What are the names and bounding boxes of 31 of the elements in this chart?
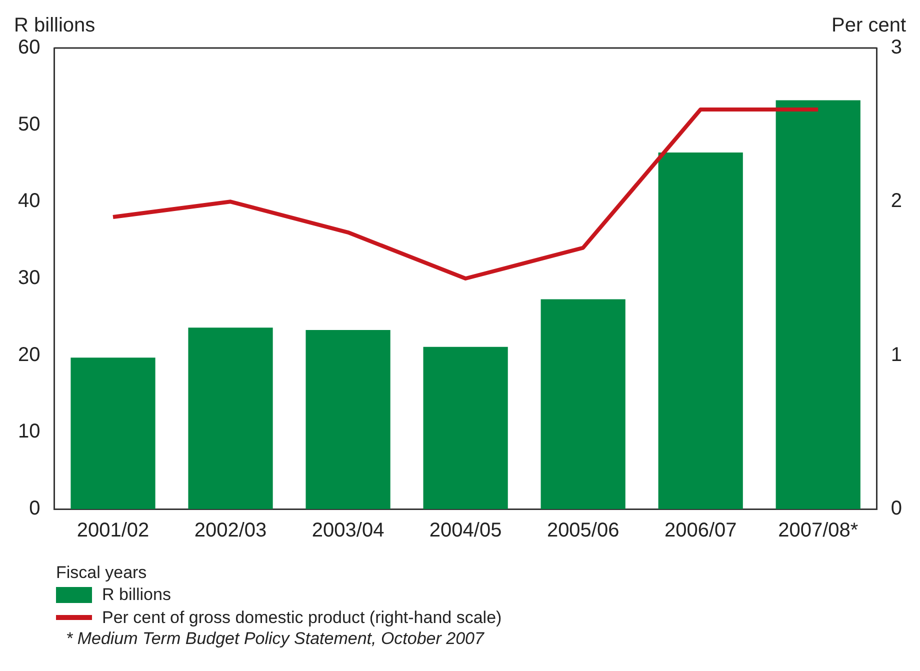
bar [423, 346, 508, 509]
legend-label: Per cent of gross domestic product (right-hand scale) [102, 608, 502, 628]
bar [776, 100, 860, 509]
bar [540, 299, 626, 509]
text: * Medium Term Budget Policy Statement, October 2007 [65, 629, 486, 649]
x-tick-label: 2007/08* [778, 520, 858, 542]
y2-tick-label: 3 [890, 36, 902, 59]
x-tick-label: 2004/05 [429, 520, 502, 542]
y2-axis-title: Per cent [832, 14, 906, 37]
y2-tick-label: 0 [890, 498, 902, 520]
x-axis-title: Fiscal years [55, 563, 148, 583]
bar [70, 358, 156, 509]
y-tick-label: 30 [18, 267, 40, 290]
x-tick-label: 2001/02 [76, 520, 150, 542]
bar [306, 330, 390, 509]
y2-tick-label: 1 [890, 344, 902, 366]
y-tick-label: 40 [18, 190, 40, 212]
legend-label: R billions [102, 584, 171, 604]
bar [188, 328, 273, 509]
x-tick-label: 2002/03 [194, 520, 267, 542]
y-tick-label: 60 [18, 36, 40, 59]
y-tick-label: 50 [18, 113, 40, 136]
x-tick-label: 2005/06 [546, 520, 620, 542]
bar [658, 152, 743, 509]
y-tick-label: 0 [29, 498, 40, 520]
y-tick-label: 10 [18, 420, 40, 443]
y2-tick-label: 2 [890, 190, 902, 212]
x-tick-label: 2006/07 [664, 520, 737, 542]
x-tick-label: 2003/04 [312, 520, 384, 542]
y-axis-title: R billions [14, 14, 96, 37]
y-tick-label: 20 [18, 344, 40, 366]
